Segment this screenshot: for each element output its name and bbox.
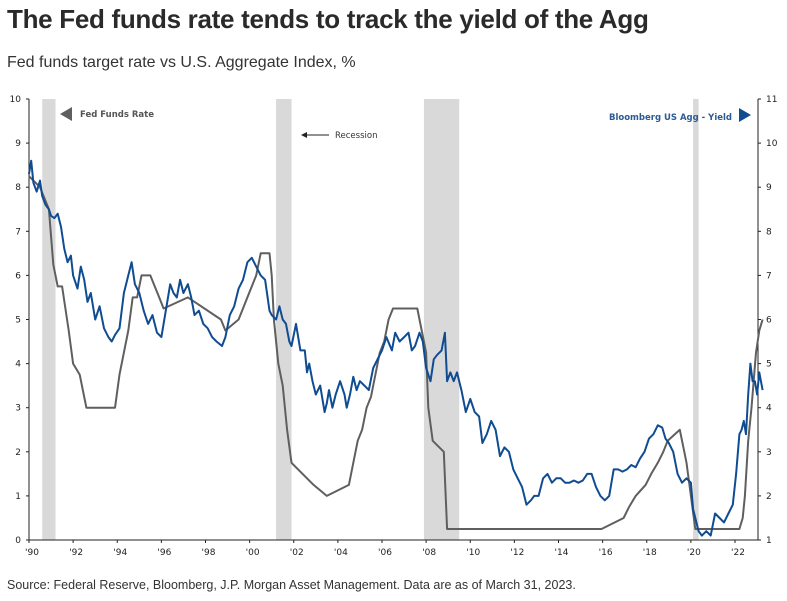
x-axis-tick-label: '06 xyxy=(378,548,392,558)
right-axis-tick-label: 11 xyxy=(766,95,777,105)
left-axis-tick-label: 0 xyxy=(15,536,21,546)
recession-band xyxy=(693,99,699,540)
chart-subtitle: Fed funds target rate vs U.S. Aggregate … xyxy=(7,54,356,71)
x-axis-tick-label: '92 xyxy=(69,548,83,558)
left-axis-tick-label: 4 xyxy=(15,360,21,370)
left-axis-tick-label: 8 xyxy=(15,183,21,193)
recession-label: Recession xyxy=(335,131,377,141)
right-axis-tick-label: 7 xyxy=(766,271,772,281)
x-axis-tick-label: '98 xyxy=(202,548,216,558)
right-axis-tick-label: 4 xyxy=(766,404,772,414)
x-axis-tick-label: '12 xyxy=(510,548,524,558)
right-axis-tick-label: 5 xyxy=(766,360,772,370)
agg-yield-legend-label: Bloomberg US Agg - Yield xyxy=(609,113,732,123)
chart-title: The Fed funds rate tends to track the yi… xyxy=(7,4,649,34)
x-axis-tick-label: '94 xyxy=(113,548,127,558)
right-axis-tick-label: 8 xyxy=(766,227,772,237)
fed-funds-legend-label: Fed Funds Rate xyxy=(80,110,154,120)
fed-funds-rate-line xyxy=(28,175,764,530)
recession-arrow-icon xyxy=(301,132,307,138)
right-axis-tick-label: 9 xyxy=(766,183,772,193)
agg-yield-line xyxy=(28,159,764,537)
right-axis-tick-label: 1 xyxy=(766,536,772,546)
right-axis-tick-label: 6 xyxy=(766,316,772,326)
left-axis-tick-label: 1 xyxy=(15,492,21,502)
x-axis-tick-label: '00 xyxy=(246,548,260,558)
series-lines xyxy=(28,159,764,537)
recession-band xyxy=(42,99,56,540)
left-axis-tick-label: 5 xyxy=(15,316,21,326)
x-axis-tick-label: '08 xyxy=(422,548,436,558)
left-axis-tick-label: 7 xyxy=(15,227,21,237)
x-axis-tick-label: '96 xyxy=(157,548,171,558)
left-axis-tick-label: 2 xyxy=(15,448,21,458)
recession-bands xyxy=(42,99,699,540)
x-axis-tick-label: '18 xyxy=(643,548,657,558)
source-note: Source: Federal Reserve, Bloomberg, J.P.… xyxy=(7,578,576,592)
x-axis-tick-label: '04 xyxy=(334,548,348,558)
x-axis-tick-label: '16 xyxy=(599,548,613,558)
left-axis-tick-label: 9 xyxy=(15,139,21,149)
left-axis-tick-label: 6 xyxy=(15,271,21,281)
right-axis-tick-label: 10 xyxy=(766,139,778,149)
recession-band xyxy=(423,99,460,540)
x-axis-tick-label: '14 xyxy=(555,548,569,558)
right-axis-tick-label: 2 xyxy=(766,492,772,502)
fed-funds-legend-arrow-icon xyxy=(60,107,72,121)
left-axis-tick-label: 3 xyxy=(15,404,21,414)
x-axis-tick-label: '02 xyxy=(290,548,304,558)
legend: Fed Funds Rate Bloomberg US Agg - Yield … xyxy=(60,107,751,141)
x-axis-tick-label: '20 xyxy=(687,548,701,558)
x-axis-tick-label: '90 xyxy=(25,548,39,558)
x-axis-tick-label: '10 xyxy=(466,548,480,558)
right-axis-tick-label: 3 xyxy=(766,448,772,458)
x-axis-tick-label: '22 xyxy=(731,548,745,558)
agg-yield-legend-arrow-icon xyxy=(739,108,751,122)
left-axis-tick-label: 10 xyxy=(10,95,22,105)
axes: 0 1 2 3 4 5 6 7 8 9 10 1 2 3 4 5 6 7 8 9 10 11 '90 '92 '94 '96 '98… xyxy=(10,95,778,558)
